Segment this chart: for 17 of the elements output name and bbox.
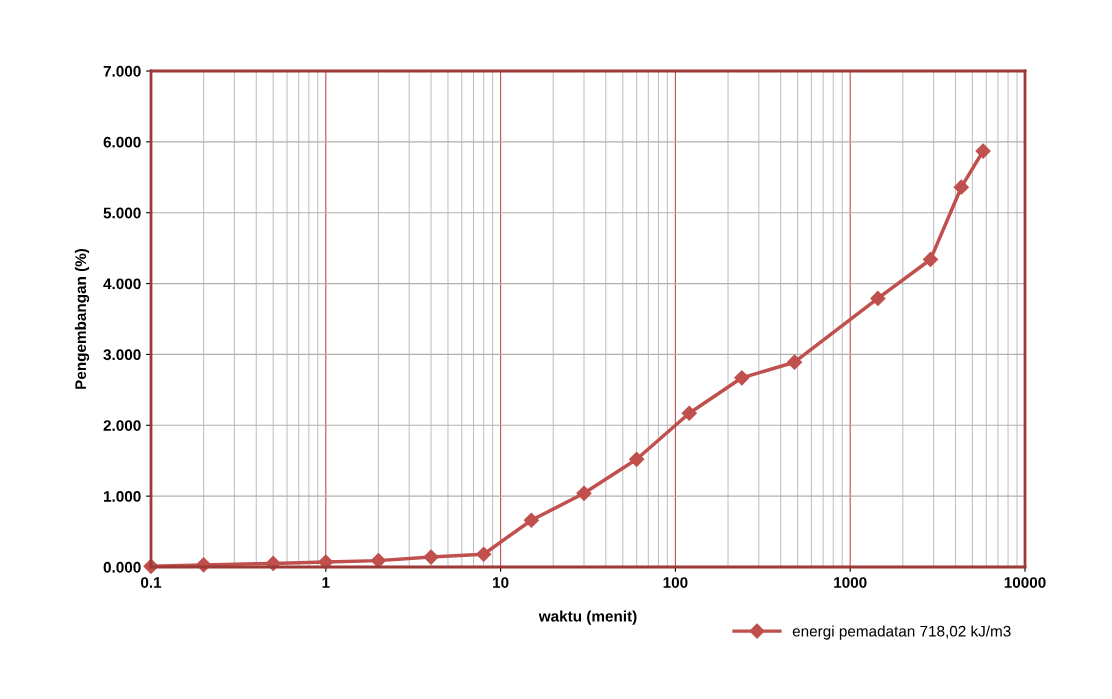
x-tick-label: 1: [322, 577, 330, 588]
y-tick-label: 2.000: [103, 420, 141, 431]
x-axis-title: waktu (menit): [538, 610, 637, 625]
y-tick-label: 5.000: [103, 207, 141, 219]
y-tick-label: 4.000: [103, 278, 141, 290]
y-tick-label: 6.000: [103, 136, 141, 148]
y-tick-label: 1.000: [104, 491, 141, 502]
x-tick-label: 10000: [1004, 577, 1046, 588]
x-tick-label: 1000: [834, 577, 867, 588]
y-tick-label: 3.000: [103, 349, 141, 361]
x-tick-label: 10: [493, 577, 509, 588]
x-tick-label: 0.1: [140, 577, 162, 588]
y-tick-label: 7.000: [103, 65, 141, 77]
x-tick-label: 100: [663, 577, 688, 588]
y-axis-title: Pengembangan (%): [74, 248, 90, 389]
legend-label: energi pemadatan 718,02 kJ/m3: [792, 625, 1011, 640]
y-tick-label: 0.000: [103, 561, 141, 573]
